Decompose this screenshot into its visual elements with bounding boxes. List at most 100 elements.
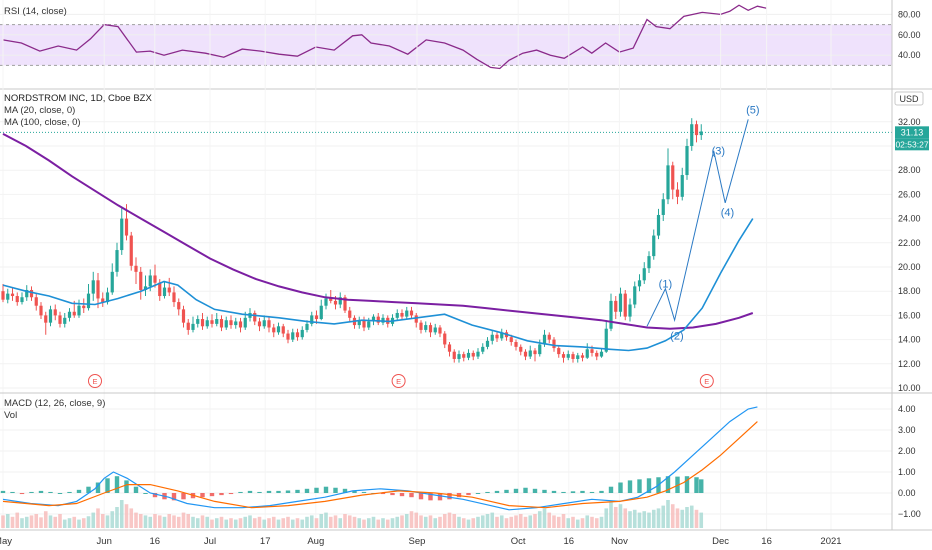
volume-bar (400, 515, 404, 528)
candle-body (200, 319, 205, 327)
candle-body (1, 291, 5, 300)
candle-body (419, 322, 423, 330)
volume-bar (157, 515, 162, 528)
macd-hist-bar (86, 486, 91, 493)
macd-axis: 4.00 3.00 2.00 1.00 0.00 −1.00 (898, 404, 921, 519)
candle-body (148, 275, 152, 287)
candle-body (291, 332, 295, 340)
volume-bar (105, 515, 110, 528)
candle-body (196, 319, 200, 324)
candle-body (115, 250, 119, 272)
candle-body (438, 327, 442, 334)
candle-body (286, 333, 290, 340)
volume-bar (238, 518, 243, 528)
macd-hist-bar (152, 493, 158, 498)
macd-hist-bar (361, 491, 367, 493)
wave-label: (3) (712, 145, 725, 157)
candle-body (67, 311, 72, 318)
candle-body (514, 342, 518, 347)
volume-bar (561, 514, 566, 528)
candle-body (557, 348, 561, 355)
volume-bar (419, 515, 423, 528)
macd-hist-bar (608, 486, 614, 493)
ma20-legend: MA (20, close, 0) (4, 105, 75, 116)
volume-bar (81, 518, 86, 528)
volume-bar (604, 508, 609, 528)
macd-hist-bar (57, 493, 63, 494)
volume-bar (409, 511, 414, 528)
candle-body (462, 354, 466, 358)
macd-hist-bar (447, 493, 452, 500)
volume-bar (167, 514, 172, 528)
candle-body (433, 327, 437, 333)
candle-body (609, 300, 613, 329)
volume-bar (670, 504, 675, 528)
candles (1, 118, 703, 363)
rsi-pane[interactable]: RSI (14, close) 80.00 60.00 40.00 (0, 4, 921, 70)
candle-body (457, 354, 461, 359)
candle-body (694, 124, 699, 136)
candle-body (405, 310, 409, 317)
volume-bar (314, 518, 319, 528)
volume-bar (461, 518, 466, 528)
macd-hist-bar (257, 491, 262, 493)
wave-label: (2) (670, 331, 683, 343)
macd-pane[interactable]: MACD (12, 26, close, 9) Vol 4.00 3.00 2.00… (0, 398, 921, 528)
candle-body (238, 321, 243, 328)
candle-body (134, 265, 138, 272)
volume-bar (514, 515, 518, 528)
candle-body (371, 316, 376, 322)
volume-bar (290, 519, 295, 528)
symbol-title: NORDSTROM INC, 1D, Cboe BZX (4, 93, 152, 104)
candle-body (276, 326, 281, 333)
candle-body (295, 332, 300, 338)
volume-bar (300, 519, 305, 528)
price-tick-label: 14.00 (898, 335, 921, 345)
macd-hist-bar (143, 493, 148, 494)
macd-hist-bar (19, 493, 25, 495)
macd-hist-bar (67, 491, 72, 493)
volume-bar (656, 508, 661, 528)
macd-hist-bar (513, 488, 519, 493)
volume-bar (148, 516, 153, 528)
candle-body (452, 351, 456, 359)
volume-bar (281, 518, 286, 528)
macd-hist-bar (333, 487, 338, 493)
earnings-icon-letter: E (396, 377, 401, 386)
macd-tick-label: 0.00 (898, 488, 916, 498)
macd-hist-bar (428, 493, 433, 501)
macd-hist-bar (48, 491, 53, 493)
volume-bar (119, 500, 124, 528)
candle-body (637, 280, 642, 287)
volume-bar (248, 515, 252, 528)
volume-bar (362, 519, 366, 528)
macd-hist-bar (295, 489, 300, 493)
candle-body (500, 332, 504, 339)
macd-hist-bar (599, 490, 604, 493)
volume-bar (637, 512, 642, 528)
candle-body (53, 309, 57, 316)
volume-bar (518, 514, 523, 528)
macd-hist-bar (10, 491, 15, 493)
macd-tick-label: 4.00 (898, 404, 916, 414)
time-tick-label: May (0, 536, 12, 547)
candle-body (395, 312, 399, 318)
volume-bar (585, 515, 590, 528)
volume-bar (53, 516, 58, 528)
candle-body (357, 320, 361, 326)
candle-body (542, 334, 547, 345)
price-pane[interactable]: (1) (2) (3) (4) (5) E E E NORDSTROM INC, 1D, C… (0, 0, 929, 530)
volume-bar (343, 514, 347, 528)
candle-body (533, 350, 537, 355)
macd-hist-bar (437, 493, 443, 501)
volume-bar (485, 514, 490, 528)
currency-box[interactable] (894, 91, 924, 106)
volume-bar (385, 519, 390, 528)
macd-label: MACD (12, 26, close, 9) (4, 398, 105, 409)
macd-hist-bar (95, 482, 101, 493)
macd-tick-label: 2.00 (898, 446, 916, 456)
volume-bar (319, 514, 324, 528)
macd-hist-bar (105, 478, 110, 493)
volume-bar (447, 512, 452, 528)
